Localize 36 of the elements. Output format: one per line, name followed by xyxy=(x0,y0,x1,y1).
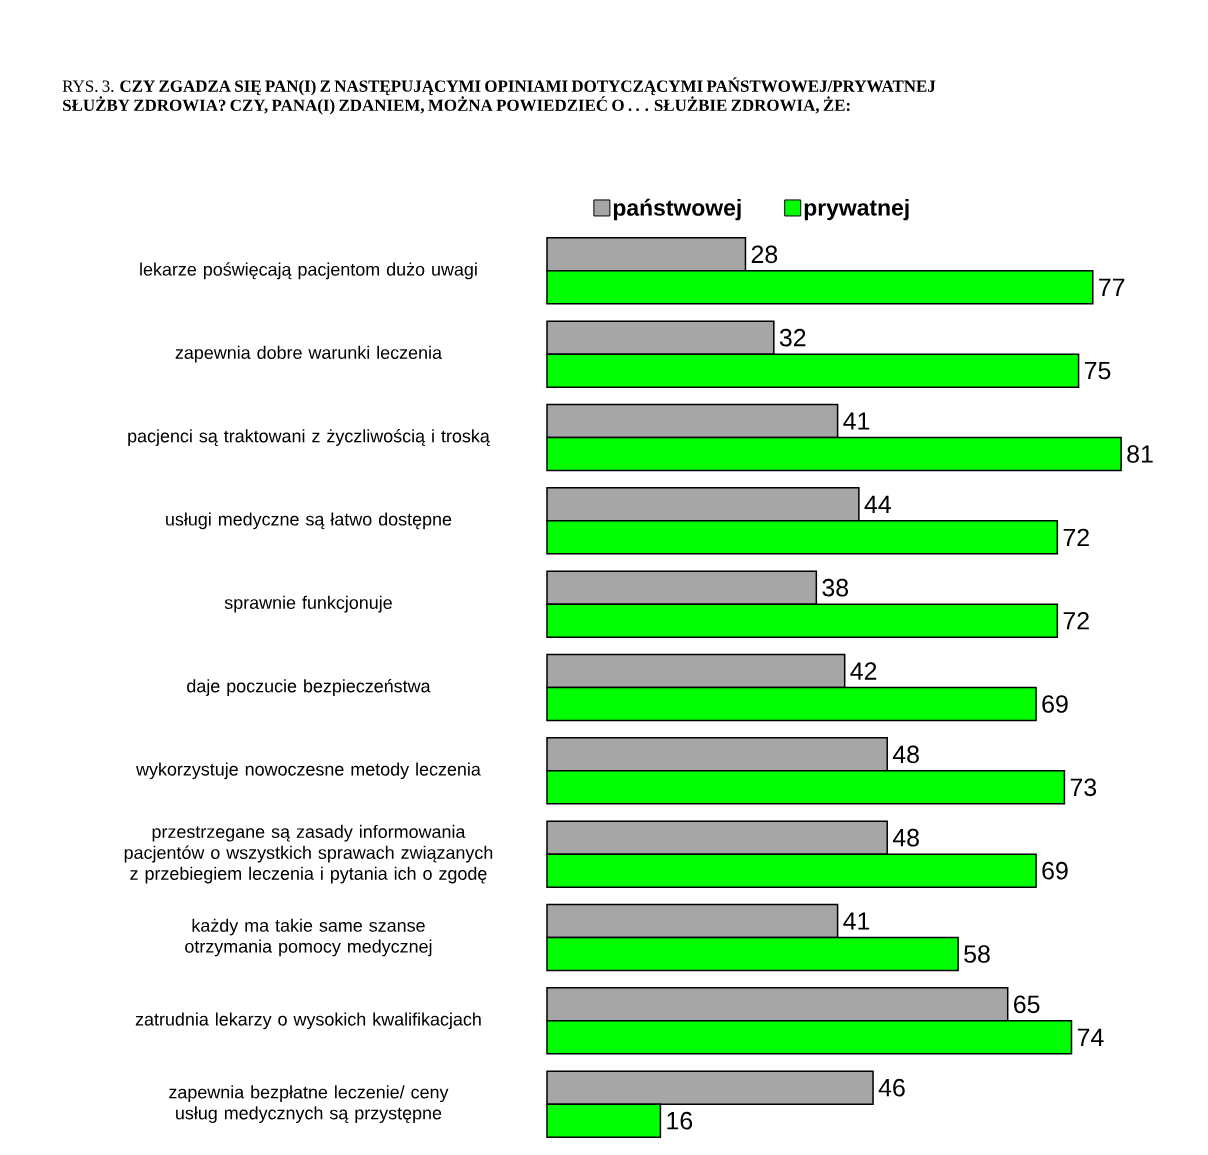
data-label: 38 xyxy=(822,578,849,597)
y-tick-label: zapewnia bezpłatne leczenie/ ceny usług medycznych są przystępne xyxy=(169,1085,449,1123)
y-tick-label: każdy ma takie same szanse otrzymania pomocy medycznej xyxy=(185,918,432,957)
data-label: 72 xyxy=(1063,611,1089,630)
data-label: 75 xyxy=(1084,361,1111,380)
data-label: 69 xyxy=(1042,695,1068,713)
data-label: 48 xyxy=(892,745,919,764)
data-label: 32 xyxy=(779,328,806,347)
y-tick-label: zapewnia dobre warunki leczenia xyxy=(175,345,442,363)
legend-label: państwowej xyxy=(613,198,741,221)
y-tick-label: sprawnie funkcjonuje xyxy=(224,595,392,613)
y-tick-label: pacjenci są traktowani z życzliwością i troską xyxy=(128,429,490,446)
data-label: 72 xyxy=(1063,528,1089,547)
data-label: 42 xyxy=(850,662,877,680)
data-label: 16 xyxy=(667,1111,693,1130)
data-label: 41 xyxy=(843,412,870,430)
y-tick-label: lekarze poświęcają pacjentom dużo uwagi xyxy=(140,262,477,280)
data-label: 73 xyxy=(1070,778,1097,797)
data-label: 48 xyxy=(892,828,919,847)
y-tick-label: usługi medyczne są łatwo dostępne xyxy=(166,512,452,530)
data-label: 44 xyxy=(864,495,891,513)
y-tick-label: daje poczucie bezpieczeństwa xyxy=(187,679,431,696)
data-label: 81 xyxy=(1127,445,1153,463)
data-label: 28 xyxy=(751,245,778,264)
y-tick-label: zatrudnia lekarzy o wysokich kwalifikacjach xyxy=(135,1012,481,1030)
y-tick-label: wykorzystuje nowoczesne metody leczenia xyxy=(136,762,481,780)
data-label: 69 xyxy=(1042,861,1068,880)
legend-label: prywatnej xyxy=(804,198,909,221)
data-label: 46 xyxy=(878,1078,905,1097)
data-label: 77 xyxy=(1099,278,1125,296)
data-label: 65 xyxy=(1014,995,1040,1014)
y-tick-label: przestrzegane są zasady informowania pacjentów o wszystkich sprawach związanych z przebiegiem leczenia i pytania ich o zgodę xyxy=(124,824,493,884)
chart-title: RYS. 3. CZY ZGADZA SIĘ PAN(I) Z NASTĘPUJĄCYMI OPINIAMI DOTYCZĄCYMI PAŃSTWOWEJ/PRYWATNEJ SŁUŻBY ZDROWIA? CZY, PANA(I) ZDANIEM, MOŻNA POWIEDZIEĆ O . . . SŁUŻBIE ZDROWIA, ŻE: xyxy=(62,77,936,115)
data-label: 41 xyxy=(843,912,870,930)
data-label: 74 xyxy=(1077,1028,1104,1046)
data-label: 58 xyxy=(964,945,990,963)
